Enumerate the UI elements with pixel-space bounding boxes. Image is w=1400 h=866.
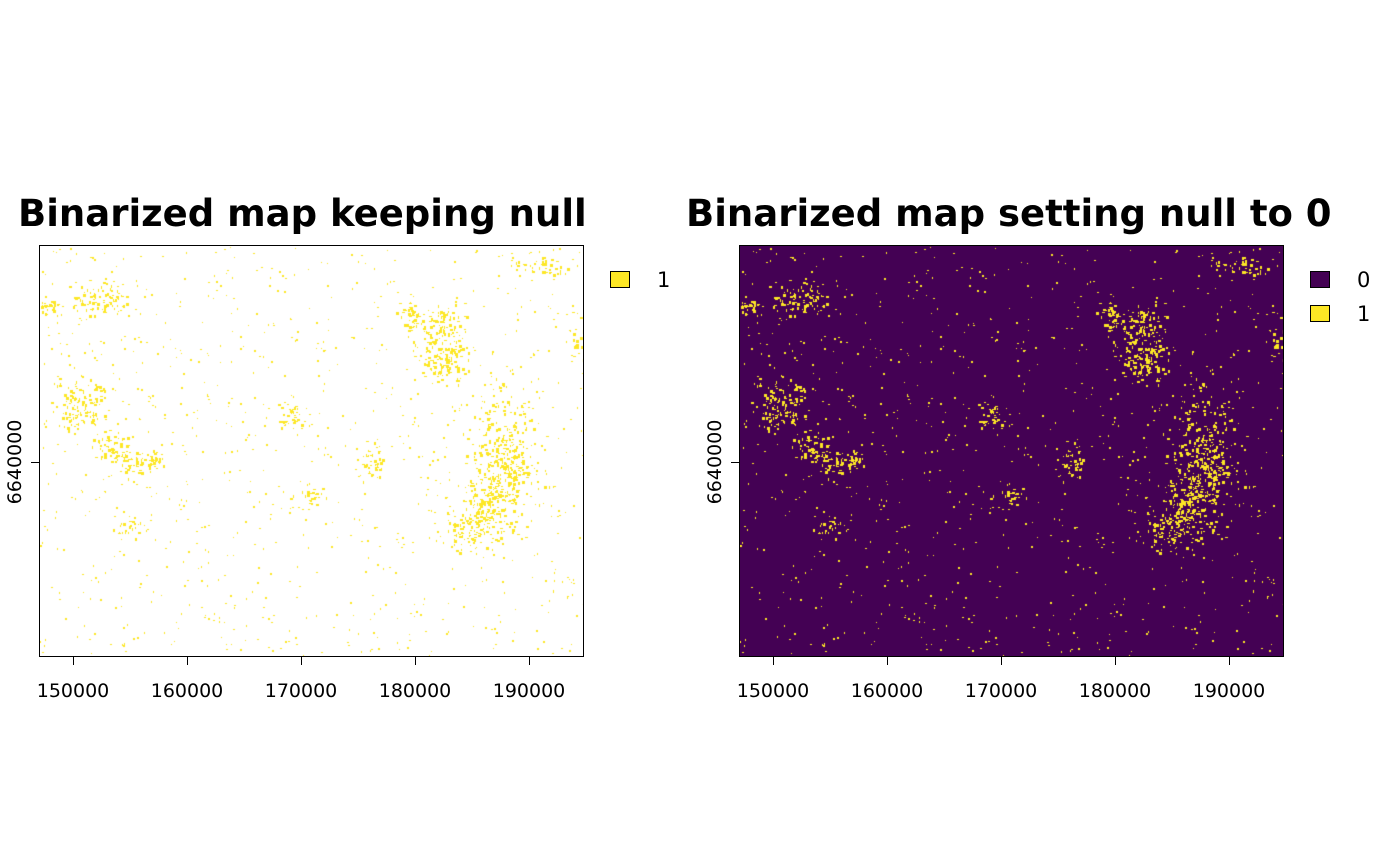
x-tick: [773, 657, 774, 665]
legend-swatch: [1310, 271, 1330, 288]
x-tick-label: 160000: [850, 680, 924, 702]
x-tick: [1229, 657, 1230, 665]
x-tick: [415, 657, 416, 665]
x-tick-label: 180000: [1078, 680, 1152, 702]
x-tick: [301, 657, 302, 665]
legend-swatch: [1310, 305, 1330, 322]
legend-swatch: [610, 271, 630, 288]
x-tick-label: 180000: [378, 680, 452, 702]
x-tick: [1001, 657, 1002, 665]
x-tick: [887, 657, 888, 665]
legend-label: 0: [1357, 268, 1371, 292]
x-tick-label: 170000: [964, 680, 1038, 702]
map-panel-keeping-null: Binarized map keeping null 6640000 15000…: [4, 192, 671, 707]
y-tick-label: 6640000: [704, 419, 726, 505]
x-tick: [73, 657, 74, 665]
raster-map-keeping-null: [39, 245, 584, 657]
legend-label: 1: [1357, 302, 1371, 326]
y-tick-label: 6640000: [4, 419, 26, 505]
x-axis: 150000 160000 170000 180000 190000: [737, 657, 1284, 707]
x-tick-label: 190000: [1192, 680, 1266, 702]
x-tick-label: 160000: [150, 680, 224, 702]
y-tick: [731, 462, 739, 463]
x-tick-label: 170000: [264, 680, 338, 702]
map-panel-null-to-zero: Binarized map setting null to 0 6640000 …: [686, 0, 1400, 866]
map-title: Binarized map keeping null: [18, 192, 587, 235]
x-axis: 150000 160000 170000 180000 190000: [37, 657, 584, 707]
legend-label: 1: [657, 268, 671, 292]
x-tick: [529, 657, 530, 665]
x-tick-label: 190000: [492, 680, 566, 702]
x-tick-label: 150000: [36, 680, 110, 702]
y-tick: [31, 462, 39, 463]
raster-canvas: [740, 246, 1283, 656]
x-tick: [187, 657, 188, 665]
x-tick: [1115, 657, 1116, 665]
map-title: Binarized map setting null to 0: [686, 192, 1332, 235]
x-tick-label: 150000: [736, 680, 810, 702]
raster-map-null-to-zero: [739, 245, 1284, 657]
raster-canvas: [40, 246, 583, 656]
